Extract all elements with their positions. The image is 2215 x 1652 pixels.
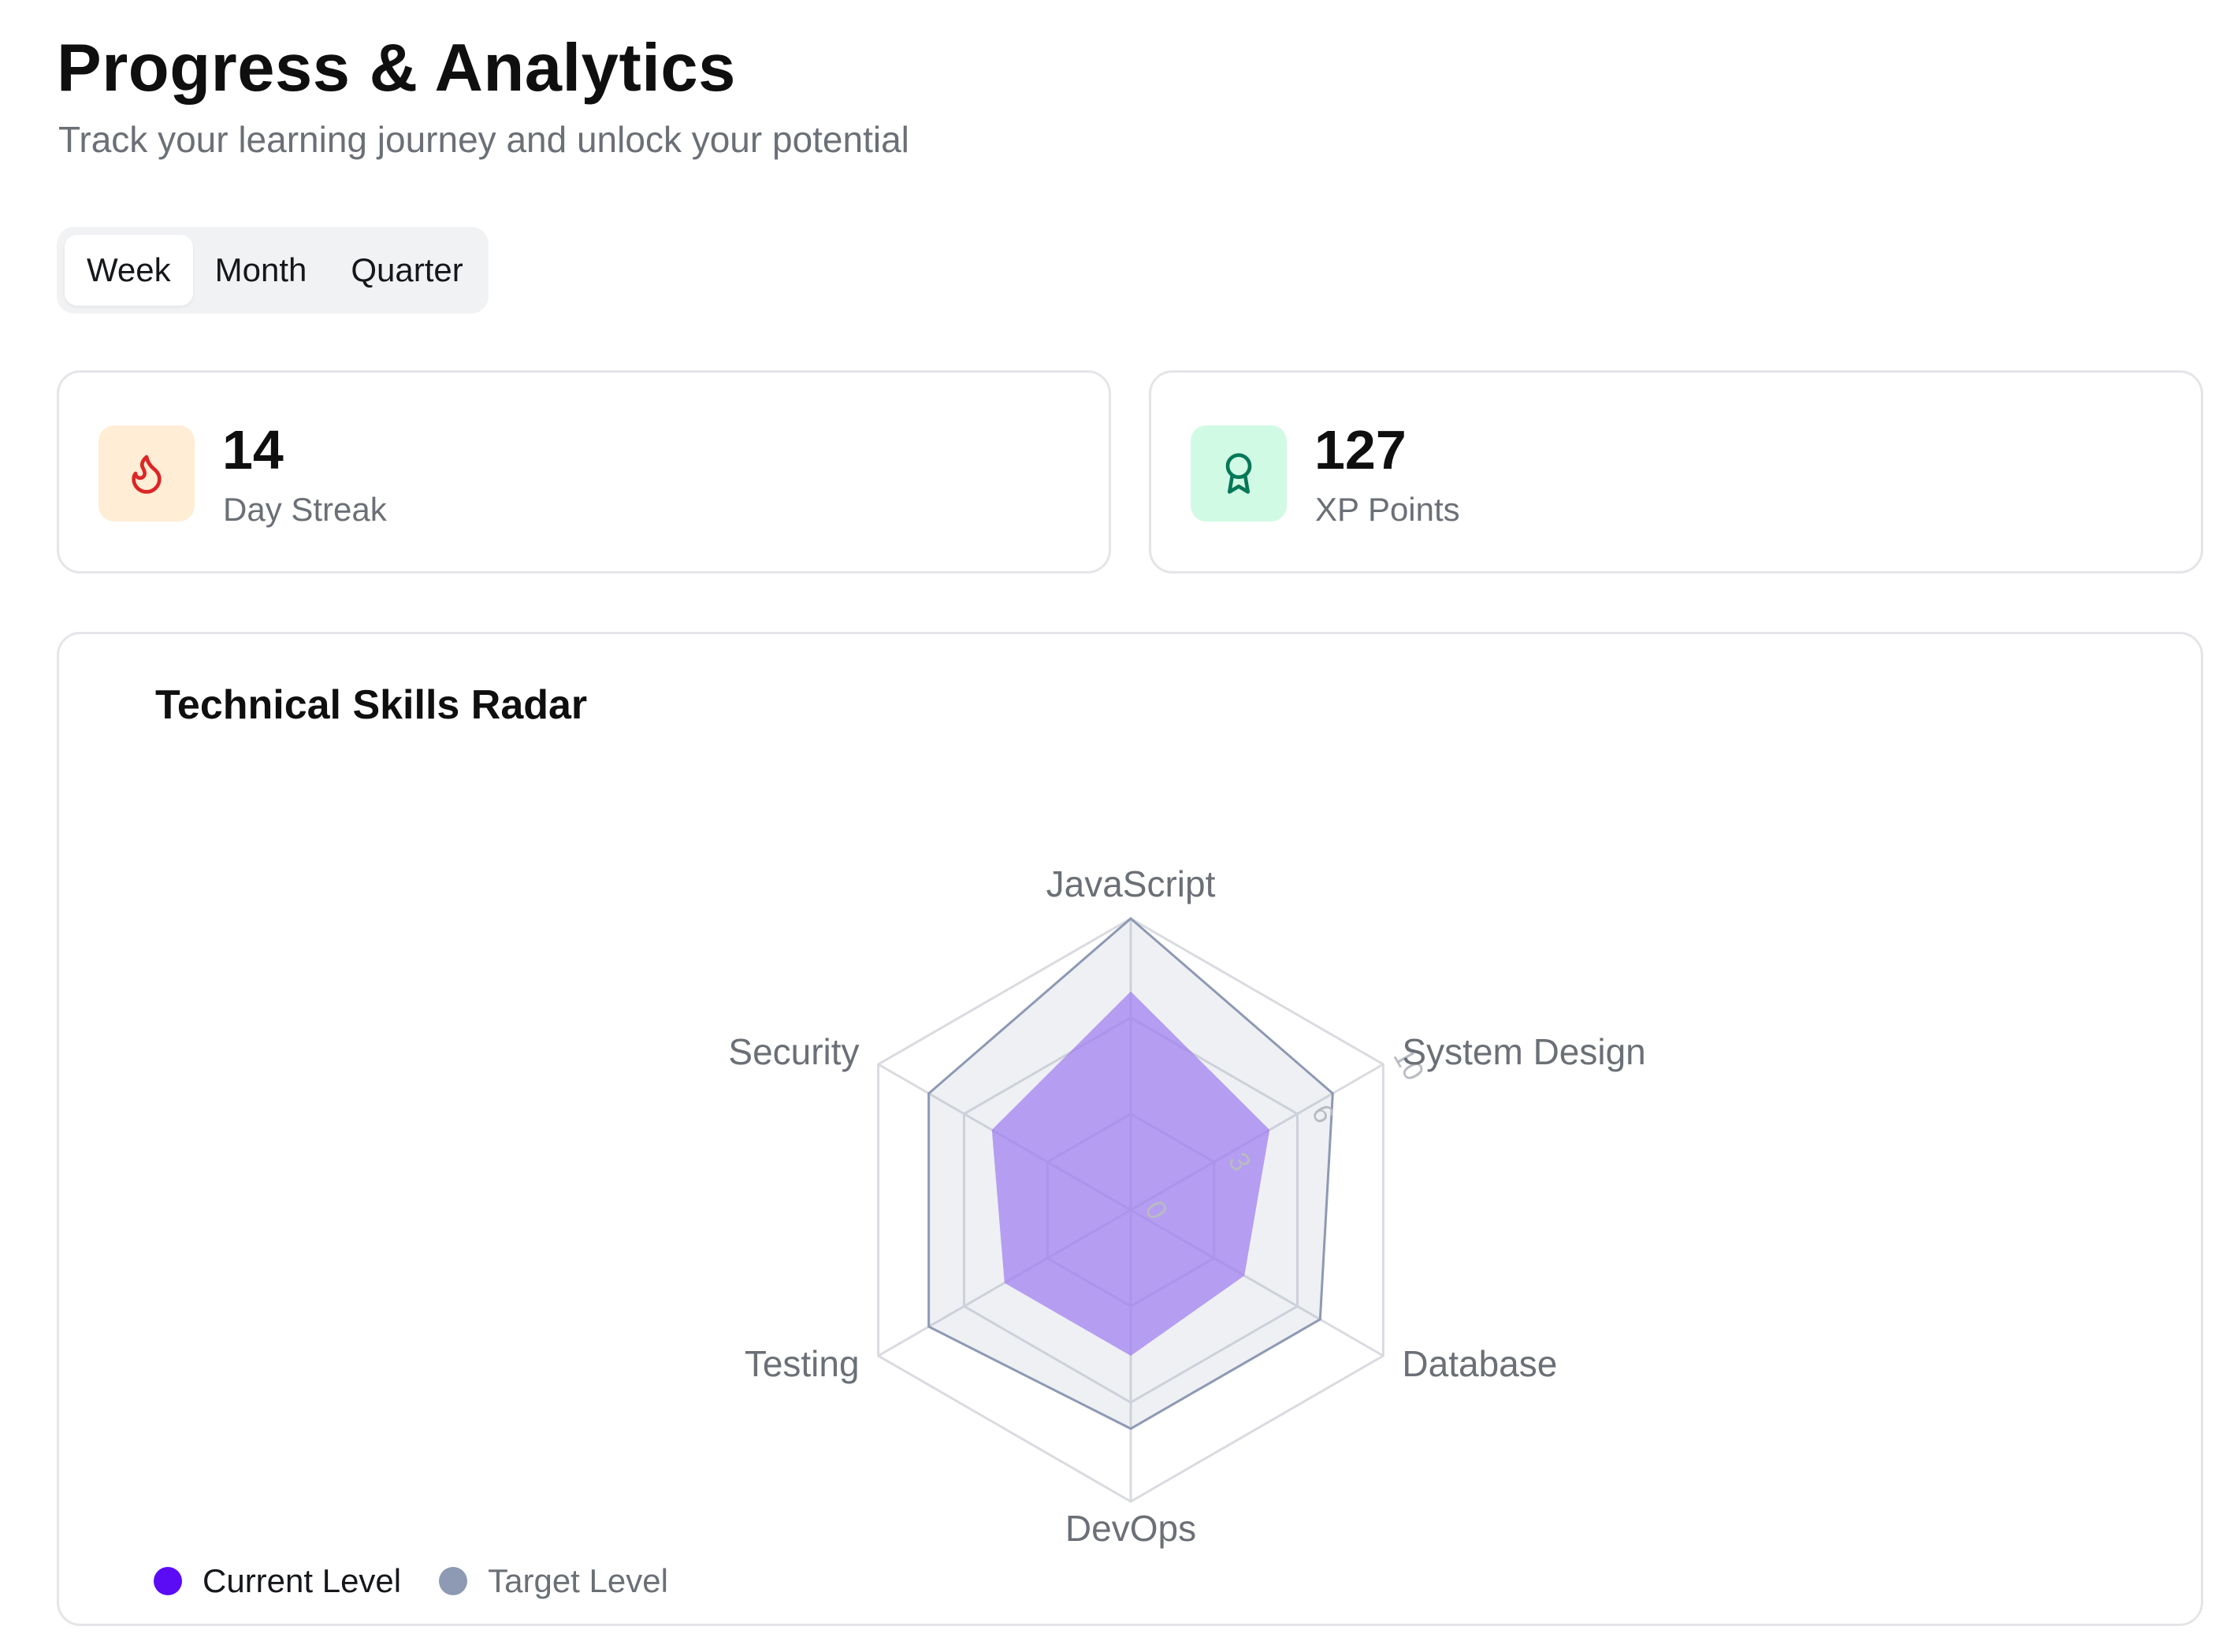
- streak-card: 14 Day Streak: [57, 370, 1111, 574]
- xp-label: XP Points: [1315, 491, 1460, 528]
- radar-axis-label-system-design: System Design: [1402, 1031, 1645, 1072]
- legend-current-dot: [154, 1567, 182, 1595]
- streak-label: Day Streak: [223, 491, 387, 528]
- radar-card: Technical Skills Radar 0 3 6 10 JavaScript Sy…: [57, 632, 2203, 1626]
- page-subtitle: Track your learning journey and unlock y…: [58, 119, 909, 160]
- radar-axis-label-database: Database: [1402, 1343, 1557, 1384]
- streak-value: 14: [222, 419, 284, 481]
- legend-target-dot: [439, 1567, 468, 1595]
- radar-axis-label-devops: DevOps: [1065, 1508, 1196, 1549]
- legend-target-level[interactable]: Target Level: [439, 1562, 668, 1600]
- period-tabs: Week Month Quarter: [57, 227, 489, 314]
- legend-target-label: Target Level: [488, 1562, 668, 1599]
- xp-card: 127 XP Points: [1149, 370, 2203, 574]
- xp-value: 127: [1314, 419, 1407, 481]
- page-title: Progress & Analytics: [57, 31, 736, 106]
- flame-icon: [98, 425, 195, 522]
- radar-series-current-level: [991, 991, 1270, 1356]
- tab-quarter[interactable]: Quarter: [351, 251, 463, 288]
- radar-title: Technical Skills Radar: [155, 682, 588, 728]
- radar-axis-label-javascript: JavaScript: [1046, 863, 1216, 904]
- radar-axis-label-testing: Testing: [745, 1343, 860, 1384]
- legend-current-level[interactable]: Current Level: [154, 1562, 401, 1600]
- legend-current-label: Current Level: [203, 1562, 402, 1599]
- tab-month[interactable]: Month: [214, 251, 307, 288]
- radar-axis-label-security: Security: [728, 1031, 859, 1072]
- chart-legend: Current Level Target Level: [154, 1562, 706, 1600]
- award-icon: [1191, 425, 1287, 522]
- tab-week[interactable]: Week: [65, 235, 193, 306]
